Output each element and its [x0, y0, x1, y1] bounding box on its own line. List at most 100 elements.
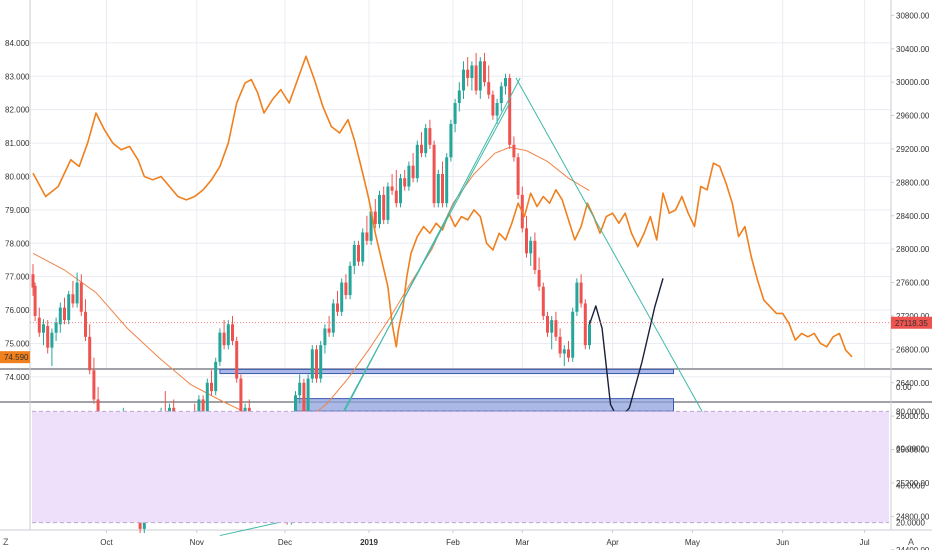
- rsi-band: [32, 411, 889, 523]
- candle-body: [558, 336, 562, 354]
- candle-body: [407, 165, 411, 187]
- candle-body: [436, 174, 440, 204]
- left-axis-tick: 78.000: [5, 239, 30, 248]
- rsi-axis-tick: 60.0000: [896, 444, 925, 453]
- left-price-badge: [0, 351, 30, 364]
- right-price-badge: [891, 316, 932, 329]
- candle-body: [529, 240, 533, 254]
- candle-body: [340, 282, 344, 312]
- candle-body: [205, 382, 209, 421]
- left-axis-tick: 76.000: [5, 306, 30, 315]
- time-axis-tick: Nov: [190, 538, 204, 547]
- right-axis-tick: 25200.00: [896, 479, 930, 488]
- candle-body: [562, 349, 566, 354]
- candle-body: [54, 322, 58, 333]
- right-axis-tick: 27600.00: [896, 279, 930, 288]
- right-axis-tick: 29200.00: [896, 145, 930, 154]
- candle-body: [306, 378, 310, 412]
- candle-body: [525, 228, 528, 254]
- candle-body: [499, 86, 503, 104]
- candle-body: [537, 270, 541, 287]
- candle-body: [378, 194, 381, 225]
- candle-body: [201, 399, 205, 421]
- right-axis-tick: 30400.00: [896, 45, 930, 54]
- candle-body: [462, 69, 465, 91]
- right-axis-tick: 26400.00: [896, 379, 930, 388]
- candle-body: [474, 65, 478, 91]
- right-axis-tick: 24400.00: [896, 546, 930, 550]
- candle-body: [382, 194, 386, 220]
- candle-body: [571, 311, 575, 358]
- time-axis-tick: May: [685, 538, 700, 547]
- candle-body: [365, 232, 369, 241]
- right-axis-tick: 30800.00: [896, 11, 930, 20]
- candle-body: [319, 345, 323, 379]
- candle-body: [541, 286, 545, 316]
- candle-body: [239, 378, 243, 429]
- right-axis-tick: 30000.00: [896, 78, 930, 87]
- candle-body: [327, 328, 331, 333]
- candle-body: [449, 123, 453, 158]
- candle-body: [37, 317, 41, 333]
- time-axis-tick: Mar: [515, 538, 529, 547]
- candle-body: [31, 274, 35, 288]
- candle-body: [222, 332, 226, 346]
- left-price-badge-label: 74.590: [4, 353, 29, 362]
- candle-body: [403, 178, 407, 187]
- auto-scale-button[interactable]: A: [908, 537, 915, 547]
- candle-body: [33, 285, 37, 316]
- candle-body: [533, 240, 537, 271]
- right-price-badge-label: 27118.35: [895, 319, 928, 328]
- left-axis-tick: 79.000: [5, 206, 30, 215]
- candle-body: [579, 282, 583, 304]
- candle-body: [63, 307, 66, 321]
- candle-body: [75, 282, 79, 304]
- timezone-corner-label[interactable]: Z: [3, 537, 9, 547]
- candle-body: [495, 103, 499, 116]
- time-axis-tick: Jul: [859, 538, 869, 547]
- support-zone: [219, 368, 674, 375]
- candle-body: [210, 382, 213, 392]
- candle-body: [508, 77, 512, 145]
- right-axis-tick: 29600.00: [896, 112, 930, 121]
- candle-body: [336, 303, 339, 312]
- candle-body: [478, 61, 482, 91]
- candle-body: [226, 324, 230, 346]
- candle-body: [302, 382, 306, 412]
- candle-body: [214, 361, 218, 392]
- candle-body: [491, 94, 495, 116]
- candle-body: [42, 324, 45, 333]
- comparison-line: [32, 55, 853, 358]
- candle-body: [361, 232, 365, 262]
- left-axis-tick: 81.000: [5, 139, 30, 148]
- candle-body: [546, 315, 549, 333]
- candle-body: [298, 382, 302, 396]
- candle-body: [310, 349, 314, 379]
- candle-body: [348, 265, 352, 296]
- support-zone: [295, 398, 674, 412]
- left-axis-tick: 84.000: [5, 39, 30, 48]
- left-axis-tick: 80.000: [5, 172, 30, 181]
- left-axis-tick: 83.000: [5, 72, 30, 81]
- candle-body: [386, 186, 390, 220]
- right-axis-tick: 28400.00: [896, 212, 930, 221]
- candle-body: [88, 336, 92, 371]
- candle-body: [46, 325, 50, 348]
- right-axis-tick: 28000.00: [896, 245, 930, 254]
- right-axis-tick: 26800.00: [896, 345, 930, 354]
- rsi-axis-tick: 20.0000: [896, 519, 925, 528]
- candle-body: [79, 282, 83, 312]
- candle-body: [428, 128, 432, 145]
- candle-body: [424, 128, 428, 154]
- time-axis-tick: Apr: [606, 538, 619, 547]
- right-axis-tick: 25600.00: [896, 446, 930, 455]
- candle-body: [411, 165, 415, 179]
- right-axis-tick: 28800.00: [896, 178, 930, 187]
- candle-body: [516, 157, 520, 195]
- candle-body: [554, 320, 558, 337]
- candle-body: [445, 157, 449, 204]
- candle-body: [323, 328, 327, 346]
- candle-body: [369, 211, 373, 241]
